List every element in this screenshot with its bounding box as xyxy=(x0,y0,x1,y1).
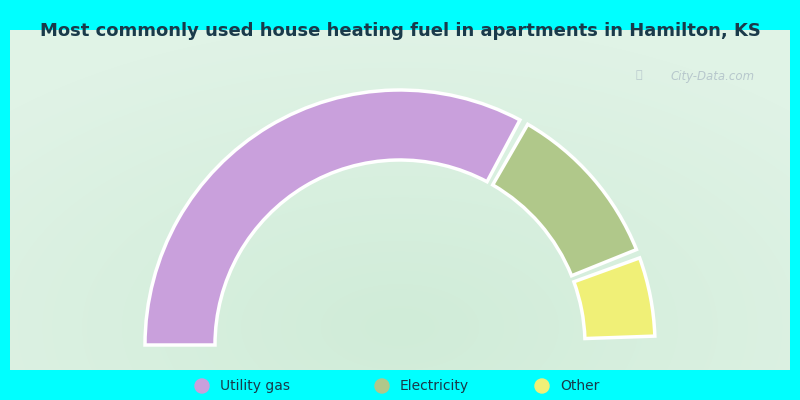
Circle shape xyxy=(535,379,549,393)
Text: City-Data.com: City-Data.com xyxy=(671,70,755,83)
Text: Most commonly used house heating fuel in apartments in Hamilton, KS: Most commonly used house heating fuel in… xyxy=(39,22,761,40)
Text: Electricity: Electricity xyxy=(400,379,469,393)
Text: Ⓢ: Ⓢ xyxy=(635,70,642,80)
Text: Other: Other xyxy=(560,379,599,393)
Circle shape xyxy=(195,379,209,393)
Wedge shape xyxy=(145,90,520,345)
Wedge shape xyxy=(574,258,655,338)
Text: Utility gas: Utility gas xyxy=(220,379,290,393)
Circle shape xyxy=(375,379,389,393)
Wedge shape xyxy=(493,124,637,276)
